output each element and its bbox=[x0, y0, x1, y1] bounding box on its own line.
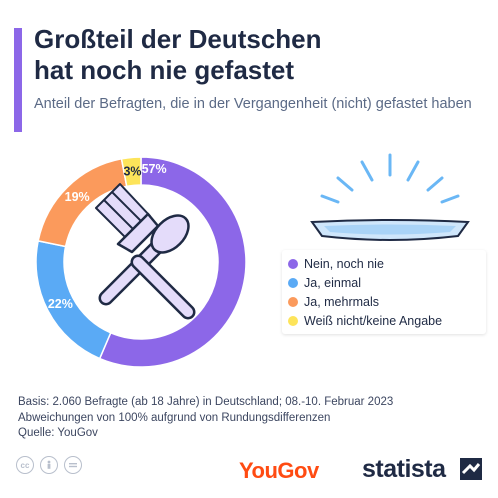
cc-license-icon[interactable]: cc bbox=[16, 456, 34, 474]
legend-swatch bbox=[288, 277, 298, 288]
accent-bar bbox=[14, 28, 22, 132]
yougov-logo[interactable]: YouGov bbox=[239, 458, 319, 483]
legend-label: Nein, noch nie bbox=[304, 256, 384, 271]
donut-slice-keine-angabe bbox=[120, 156, 142, 188]
legend-swatch bbox=[288, 258, 298, 269]
legend-label: Ja, mehrmals bbox=[304, 294, 380, 309]
statista-logo-icon[interactable] bbox=[460, 458, 482, 480]
statista-logo[interactable]: statista bbox=[362, 455, 446, 483]
footer-basis: Basis: 2.060 Befragte (ab 18 Jahre) in D… bbox=[18, 396, 394, 408]
cc-nd-icon[interactable] bbox=[64, 456, 82, 474]
donut-label-ja-einmal: 22% bbox=[48, 297, 73, 311]
legend-label: Weiß nicht/keine Angabe bbox=[304, 313, 443, 328]
legend-item-mehrmals: Ja, mehrmals bbox=[288, 292, 480, 311]
license-icons: cc bbox=[16, 456, 82, 474]
page-subtitle: Anteil der Befragten, die in der Vergang… bbox=[34, 96, 472, 112]
donut-slice-nein-noch-nie bbox=[98, 156, 247, 368]
legend-item-keine-angabe: Weiß nicht/keine Angabe bbox=[288, 311, 480, 330]
chart-legend: Nein, noch nie Ja, einmal Ja, mehrmals W… bbox=[282, 250, 486, 334]
legend-swatch bbox=[288, 315, 298, 326]
legend-item-einmal: Ja, einmal bbox=[288, 273, 480, 292]
footer-notes: Basis: 2.060 Befragte (ab 18 Jahre) in D… bbox=[18, 395, 488, 442]
donut-label-keine-angabe: 3% bbox=[123, 164, 141, 178]
fork-icon bbox=[95, 183, 196, 320]
title-line-2: hat noch nie gefastet bbox=[34, 55, 295, 85]
legend-swatch bbox=[288, 296, 298, 307]
donut-labels: 57% 22% 19% 3% bbox=[48, 162, 167, 311]
footer-note: Abweichungen von 100% aufgrund von Rundu… bbox=[18, 411, 331, 424]
donut-label-nein-noch-nie: 57% bbox=[142, 162, 167, 176]
page-title: Großteil der Deutschen hat noch nie gefa… bbox=[34, 24, 474, 86]
donut-slices bbox=[35, 156, 247, 368]
cutlery-icon bbox=[95, 183, 196, 320]
footer-source: Quelle: YouGov bbox=[18, 427, 98, 439]
title-line-1: Großteil der Deutschen bbox=[34, 24, 322, 54]
legend-item-nein: Nein, noch nie bbox=[288, 254, 480, 273]
donut-label-ja-mehrmals: 19% bbox=[65, 190, 90, 204]
legend-label: Ja, einmal bbox=[304, 275, 361, 290]
spoon-icon bbox=[98, 214, 190, 306]
empty-plate-icon bbox=[310, 153, 470, 241]
cc-by-icon[interactable] bbox=[40, 456, 58, 474]
